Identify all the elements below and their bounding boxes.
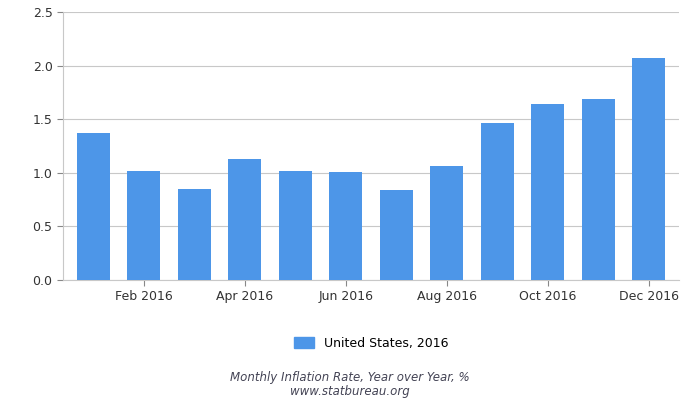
Text: Monthly Inflation Rate, Year over Year, %: Monthly Inflation Rate, Year over Year, … [230,372,470,384]
Bar [632,58,665,280]
Bar [430,166,463,280]
Bar [481,124,514,280]
Bar [178,189,211,280]
Bar [531,104,564,280]
Bar [582,99,615,280]
Text: www.statbureau.org: www.statbureau.org [290,385,410,398]
Bar [127,171,160,280]
Bar [279,171,312,280]
Bar [329,172,362,280]
Bar [77,133,110,280]
Bar [228,159,261,280]
Legend: United States, 2016: United States, 2016 [288,332,454,355]
Bar [380,190,413,280]
